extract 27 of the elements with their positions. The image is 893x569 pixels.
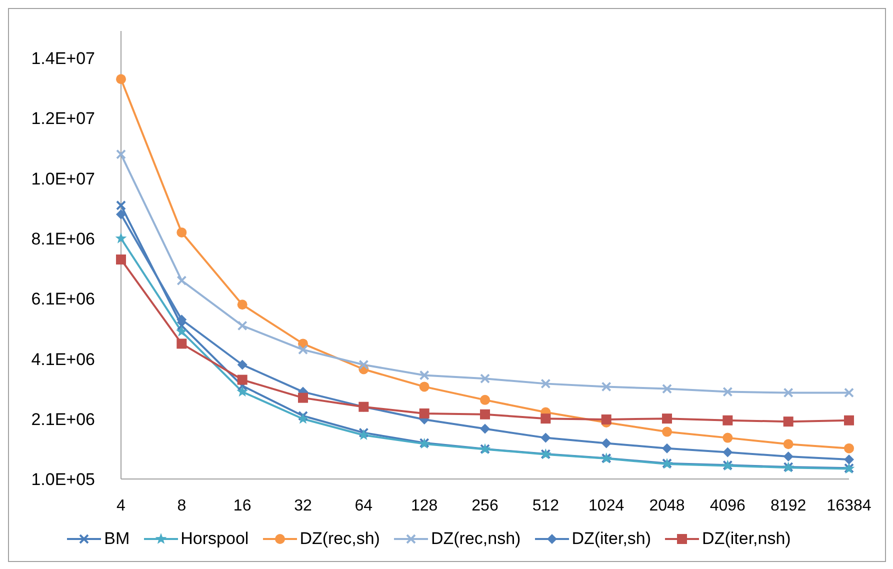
- y-tick-label: 1.4E+07: [31, 49, 95, 68]
- x-tick-label: 4096: [710, 497, 746, 514]
- legend-label: DZ(iter,sh): [570, 529, 652, 549]
- legend-label: DZ(rec,nsh): [430, 529, 521, 549]
- legend-label: DZ(iter,nsh): [701, 529, 791, 549]
- x-tick-label: 128: [410, 497, 438, 514]
- x-tick-label: 8192: [770, 497, 806, 514]
- x-tick-label: 8: [177, 497, 186, 514]
- y-tick-label: 1.0E+05: [31, 470, 95, 490]
- x-tick-label: 2048: [649, 497, 685, 514]
- x-tick-label: 16384: [826, 497, 872, 514]
- y-tick-label: 4.1E+06: [31, 350, 95, 369]
- y-tick-label: 1.2E+07: [31, 109, 95, 128]
- y-tick-label: 2.1E+06: [31, 410, 95, 429]
- x-tick-label: 16: [233, 497, 252, 514]
- y-tick-label: 8.1E+06: [31, 230, 95, 248]
- y-tick-label: 6.1E+06: [31, 290, 95, 309]
- legend-label: BM: [103, 529, 130, 549]
- x-tick-label: 32: [294, 497, 312, 514]
- x-tick-label: 4: [116, 497, 126, 514]
- x-tick-label: 512: [532, 497, 560, 514]
- x-tick-label: 64: [354, 497, 373, 514]
- x-tick-label: 256: [472, 497, 498, 514]
- legend-label: DZ(rec,sh): [298, 529, 380, 549]
- y-tick-label: 1.0E+07: [31, 169, 95, 188]
- x-tick-label: 1024: [588, 497, 624, 514]
- legend-label: Horspool: [180, 529, 249, 549]
